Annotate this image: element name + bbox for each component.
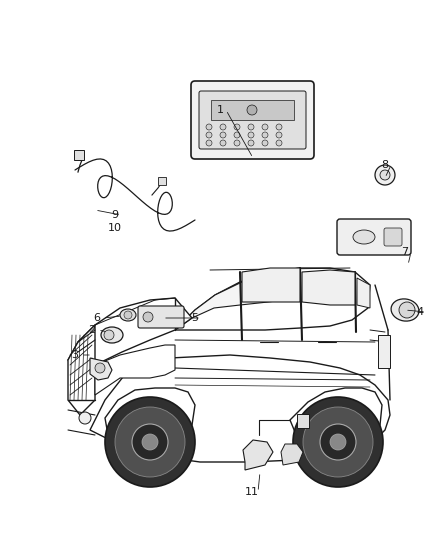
Text: 11: 11	[245, 487, 259, 497]
Circle shape	[380, 170, 390, 180]
Polygon shape	[95, 345, 175, 395]
Circle shape	[330, 434, 346, 450]
Circle shape	[206, 140, 212, 146]
Circle shape	[262, 132, 268, 138]
Ellipse shape	[353, 230, 375, 244]
Text: 3: 3	[71, 350, 78, 360]
Polygon shape	[105, 388, 195, 452]
Text: 5: 5	[191, 313, 198, 323]
Text: 9: 9	[111, 210, 119, 220]
Polygon shape	[243, 440, 273, 470]
Circle shape	[220, 132, 226, 138]
FancyBboxPatch shape	[337, 219, 411, 255]
Bar	[74, 150, 84, 160]
Circle shape	[105, 397, 195, 487]
Text: 1: 1	[216, 105, 223, 115]
Circle shape	[399, 302, 415, 318]
Circle shape	[247, 105, 257, 115]
Polygon shape	[175, 268, 370, 330]
Circle shape	[206, 124, 212, 130]
Circle shape	[248, 140, 254, 146]
Circle shape	[293, 397, 383, 487]
Circle shape	[276, 132, 282, 138]
Circle shape	[220, 124, 226, 130]
Circle shape	[124, 311, 132, 319]
Bar	[297, 414, 309, 428]
Polygon shape	[175, 268, 300, 330]
Circle shape	[104, 330, 114, 340]
FancyBboxPatch shape	[384, 228, 402, 246]
Bar	[211, 100, 294, 120]
FancyBboxPatch shape	[199, 91, 306, 149]
Polygon shape	[90, 358, 112, 380]
Bar	[158, 177, 166, 185]
Circle shape	[142, 434, 158, 450]
Circle shape	[320, 424, 356, 460]
Circle shape	[262, 124, 268, 130]
Ellipse shape	[391, 299, 419, 321]
Circle shape	[248, 132, 254, 138]
Polygon shape	[302, 270, 355, 305]
Circle shape	[143, 312, 153, 322]
Circle shape	[132, 424, 168, 460]
Text: 4: 4	[417, 307, 424, 317]
Circle shape	[276, 124, 282, 130]
Circle shape	[276, 140, 282, 146]
Circle shape	[79, 412, 91, 424]
FancyBboxPatch shape	[138, 306, 184, 328]
Text: 2: 2	[88, 325, 95, 335]
Ellipse shape	[101, 327, 123, 343]
Polygon shape	[290, 388, 382, 452]
Text: 6: 6	[93, 313, 100, 323]
Circle shape	[234, 124, 240, 130]
Ellipse shape	[120, 309, 136, 321]
Circle shape	[115, 407, 185, 477]
Polygon shape	[90, 355, 390, 462]
Polygon shape	[242, 268, 300, 302]
Circle shape	[95, 363, 105, 373]
Circle shape	[248, 124, 254, 130]
Circle shape	[206, 132, 212, 138]
Circle shape	[234, 132, 240, 138]
Circle shape	[262, 140, 268, 146]
Text: 10: 10	[108, 223, 122, 233]
Circle shape	[220, 140, 226, 146]
Circle shape	[303, 407, 373, 477]
Polygon shape	[281, 444, 303, 465]
Text: 7: 7	[402, 247, 409, 257]
Polygon shape	[378, 335, 390, 368]
Circle shape	[234, 140, 240, 146]
FancyBboxPatch shape	[191, 81, 314, 159]
Polygon shape	[68, 325, 95, 415]
Circle shape	[375, 165, 395, 185]
Polygon shape	[68, 298, 192, 378]
Polygon shape	[357, 278, 370, 308]
Text: 8: 8	[381, 160, 389, 170]
